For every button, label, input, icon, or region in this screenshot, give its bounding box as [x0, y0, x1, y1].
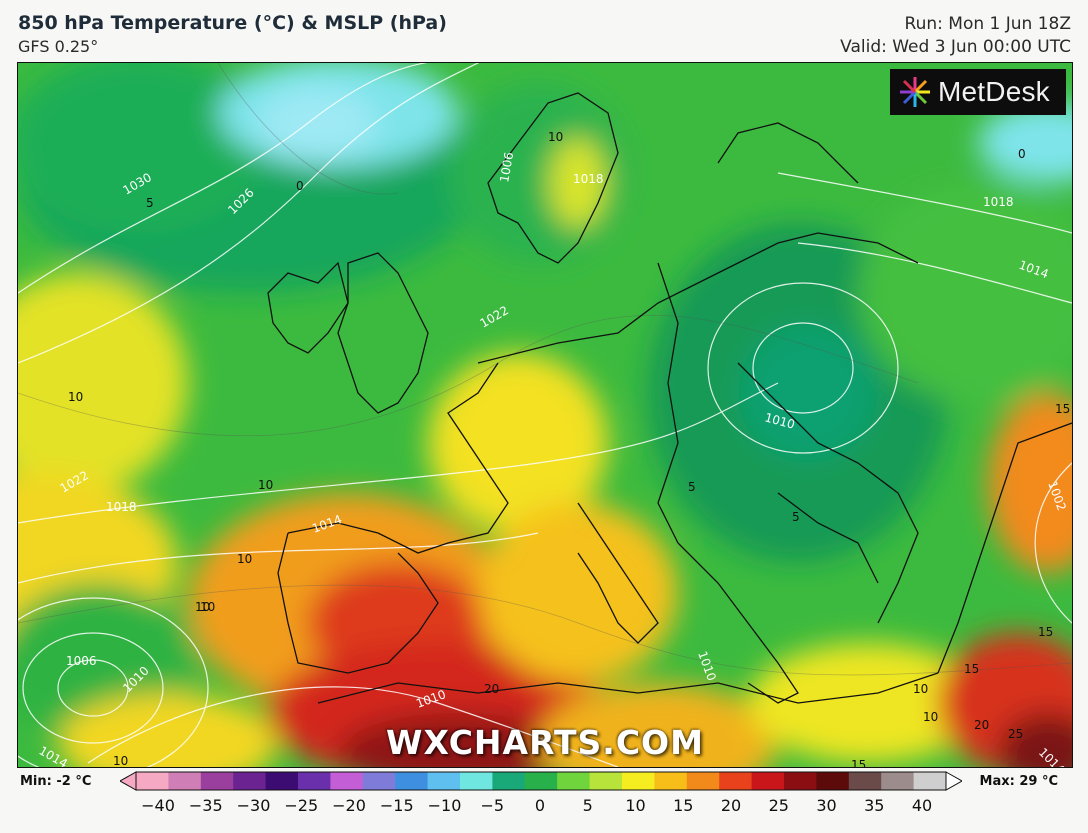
isotherm-label: 15	[1055, 402, 1070, 416]
watermark: WXCHARTS.COM	[386, 723, 704, 762]
scale-swatch	[686, 772, 720, 790]
scale-tick-label: −10	[427, 796, 462, 815]
isotherm-label: 5	[146, 196, 154, 210]
model-label: GFS 0.25°	[18, 37, 99, 56]
scale-swatch	[816, 772, 850, 790]
scale-tick-label: 30	[816, 796, 837, 815]
scale-swatch	[136, 772, 169, 790]
isotherm-label: 20	[484, 682, 499, 696]
isobar-label: 1006	[66, 654, 97, 668]
isotherm-label: 0	[296, 179, 304, 193]
isobar-label: 1006	[497, 151, 516, 184]
isotherm-label: 10	[258, 478, 273, 492]
scale-swatch	[200, 772, 234, 790]
isobar-label: 1018	[106, 500, 137, 514]
isobar-label: 1018	[983, 195, 1014, 209]
scale-swatch	[427, 772, 461, 790]
scale-swatch	[751, 772, 785, 790]
scale-tick-label: 0	[534, 796, 546, 815]
isotherm-label: 0	[1018, 147, 1026, 161]
scale-swatch	[622, 772, 655, 790]
scale-swatch	[557, 772, 591, 790]
isotherm-label: 15	[964, 662, 979, 676]
scale-swatch	[784, 772, 817, 790]
scale-swatch	[848, 772, 882, 790]
scale-tick-label: 15	[673, 796, 694, 815]
scale-swatch	[589, 772, 623, 790]
scale-swatch	[265, 772, 299, 790]
scale-arrow-max	[945, 771, 962, 791]
scale-arrow-min	[120, 771, 137, 791]
legend-max-label: Max: 29 °C	[979, 774, 1058, 789]
scale-tick-label: −15	[379, 796, 414, 815]
scale-tick-label: −40	[141, 796, 175, 815]
scale-tick-label: −5	[480, 796, 505, 815]
scale-swatch	[881, 772, 915, 790]
isotherm-label: 10	[548, 130, 563, 144]
scale-tick-label: 25	[768, 796, 789, 815]
flower-burst-icon	[900, 77, 930, 107]
weather-map[interactable]: 1030 1026 1022 1018 1014 1010 1006 1002 …	[17, 62, 1073, 768]
scale-tick-label: 40	[911, 796, 933, 815]
scale-swatch	[654, 772, 688, 790]
isotherm-label: 10	[200, 600, 215, 614]
isobar-label: 1018	[573, 172, 604, 186]
isotherm-label: 20	[974, 718, 989, 732]
scale-tick-label: 10	[625, 796, 646, 815]
valid-time-label: Valid: Wed 3 Jun 00:00 UTC	[840, 37, 1071, 57]
scale-swatch	[913, 772, 947, 790]
scale-tick-label: 5	[582, 796, 593, 815]
scale-swatch	[362, 772, 396, 790]
isotherm-label: 5	[688, 480, 696, 494]
scale-swatch	[330, 772, 364, 790]
run-label: Run: Mon 1 Jun 18Z	[904, 14, 1071, 34]
legend-min-label: Min: -2 °C	[20, 774, 92, 789]
scale-swatch	[719, 772, 753, 790]
isotherm-label: 10	[195, 600, 210, 614]
isotherm-label: 25	[1008, 727, 1023, 741]
chart-title: 850 hPa Temperature (°C) & MSLP (hPa)	[18, 12, 447, 34]
scale-swatch	[460, 772, 493, 790]
isotherm-label: 10	[68, 390, 83, 404]
scale-swatch	[492, 772, 526, 790]
scale-tick-label: −30	[236, 796, 271, 815]
isotherm-label: 10	[237, 552, 252, 566]
scale-swatch	[298, 772, 331, 790]
scale-swatch	[395, 772, 429, 790]
scale-tick-label: 20	[720, 796, 742, 815]
isotherm-label: 5	[792, 510, 800, 524]
scale-tick-label: 35	[864, 796, 885, 815]
scale-swatch	[233, 772, 267, 790]
scale-tick-label: −20	[332, 796, 366, 815]
isotherm-label: 15	[1038, 625, 1053, 639]
logo-text: MetDesk	[938, 76, 1050, 107]
map-canvas: 1030 1026 1022 1018 1014 1010 1006 1002 …	[18, 63, 1072, 767]
scale-tick-label: −35	[188, 796, 223, 815]
scale-tick-label: −25	[284, 796, 319, 815]
color-scale-ticks: −40 −35 −30 −25 −20 −15 −10 −5 0 5 10 15 20 25 30 35 40	[0, 796, 1088, 820]
scale-swatch	[524, 772, 558, 790]
isotherm-label: 10	[113, 754, 128, 767]
isotherm-label: 10	[913, 682, 928, 696]
metdesk-logo[interactable]: MetDesk	[890, 69, 1066, 115]
isotherm-label: 15	[851, 758, 866, 767]
scale-swatch	[168, 772, 202, 790]
color-scale-bar	[120, 771, 962, 791]
isotherm-label: 10	[923, 710, 938, 724]
